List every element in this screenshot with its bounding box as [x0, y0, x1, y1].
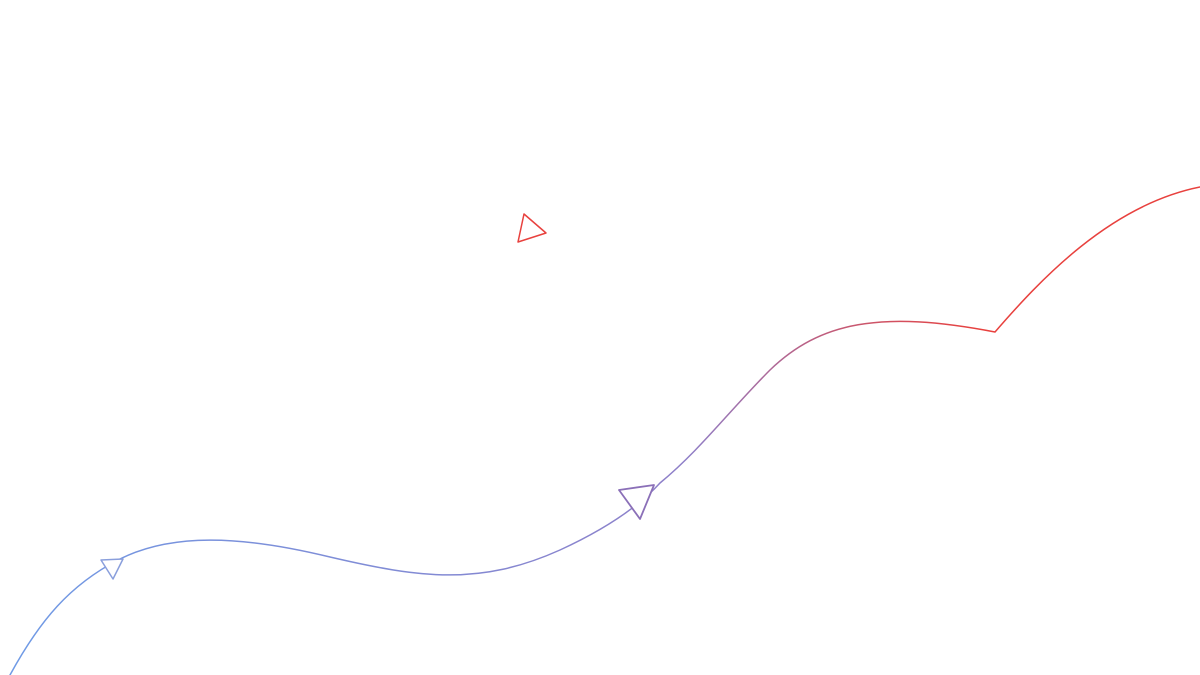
triangle-outline-icon — [100, 558, 124, 580]
triangle-outline-icon — [618, 484, 655, 520]
triangle-outline-icon — [517, 213, 547, 243]
flight-path-line — [9, 186, 1200, 675]
